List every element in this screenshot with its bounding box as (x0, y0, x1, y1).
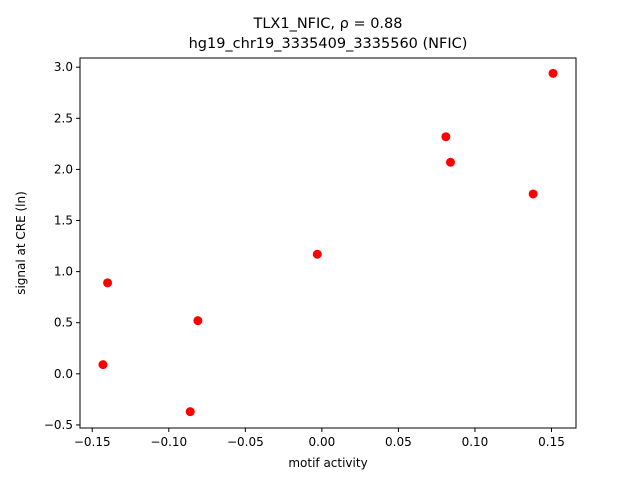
y-tick-label: 1.5 (54, 214, 73, 228)
y-axis-ticks: −0.5 0.0 0.5 1.0 1.5 2.0 2.5 3.0 (44, 60, 80, 432)
y-tick-label: 2.0 (54, 162, 73, 176)
x-tick-label: −0.10 (150, 435, 187, 449)
y-tick-label: −0.5 (44, 418, 73, 432)
x-tick-label: −0.15 (74, 435, 111, 449)
chart-title-line1: TLX1_NFIC, ρ = 0.88 (252, 16, 402, 32)
data-point (445, 157, 455, 167)
x-tick-label: 0.10 (462, 435, 489, 449)
data-point (528, 189, 538, 199)
y-tick-label: 1.0 (54, 265, 73, 279)
x-tick-label: 0.15 (538, 435, 565, 449)
x-tick-label: 0.00 (309, 435, 336, 449)
data-point (103, 278, 113, 288)
y-tick-label: 0.0 (54, 367, 73, 381)
y-tick-label: 0.5 (54, 316, 73, 330)
data-point (312, 249, 322, 259)
x-axis-label: motif activity (288, 456, 367, 470)
data-point (185, 407, 195, 417)
x-tick-label: 0.05 (385, 435, 412, 449)
data-point (441, 132, 451, 142)
y-axis-label: signal at CRE (ln) (14, 191, 28, 295)
data-point (98, 360, 108, 370)
data-point (193, 316, 203, 326)
plot-frame (79, 57, 577, 429)
data-points (98, 68, 558, 417)
data-point (548, 68, 558, 78)
y-tick-label: 2.5 (54, 111, 73, 125)
chart-title-line2: hg19_chr19_3335409_3335560 (NFIC) (189, 36, 468, 52)
x-axis-ticks: −0.15 −0.10 −0.05 0.00 0.05 0.10 0.15 (74, 428, 565, 449)
x-tick-label: −0.05 (227, 435, 264, 449)
y-tick-label: 3.0 (54, 60, 73, 74)
